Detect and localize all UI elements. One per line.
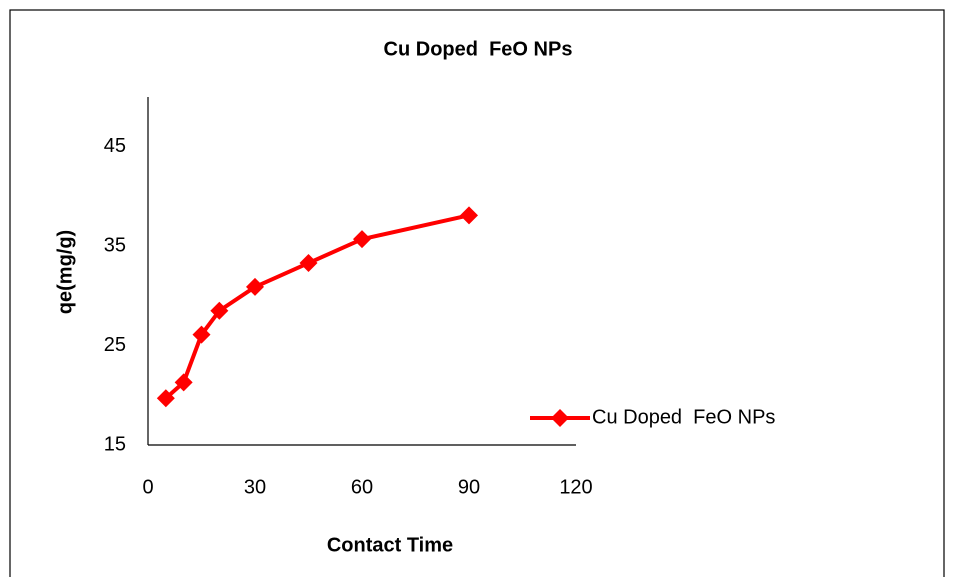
- data-point: [246, 277, 264, 296]
- x-tick-label: 60: [351, 476, 373, 498]
- chart-frame: [9, 9, 945, 577]
- x-tick-label: 90: [458, 476, 480, 498]
- data-point: [299, 254, 318, 273]
- x-tick-label: 120: [559, 476, 592, 498]
- y-tick-label: 15: [104, 433, 126, 455]
- data-point: [210, 301, 229, 320]
- y-axis-label: qe(mg/g): [54, 230, 76, 314]
- data-point: [156, 389, 175, 408]
- y-tick-label: 35: [104, 234, 126, 256]
- chart-title: Cu Doped FeO NPs: [384, 38, 573, 60]
- data-point: [353, 230, 371, 249]
- legend-label: Cu Doped FeO NPs: [592, 406, 775, 428]
- x-axis-label: Contact Time: [327, 534, 453, 556]
- data-point: [192, 325, 211, 344]
- x-tick-label: 0: [142, 476, 153, 498]
- series-line: [164, 213, 470, 400]
- legend-marker: [551, 409, 569, 427]
- y-tick-label: 25: [104, 334, 126, 356]
- y-tick-label: 45: [104, 135, 126, 157]
- data-point: [460, 206, 478, 225]
- data-point: [174, 373, 193, 392]
- x-tick-label: 30: [244, 476, 266, 498]
